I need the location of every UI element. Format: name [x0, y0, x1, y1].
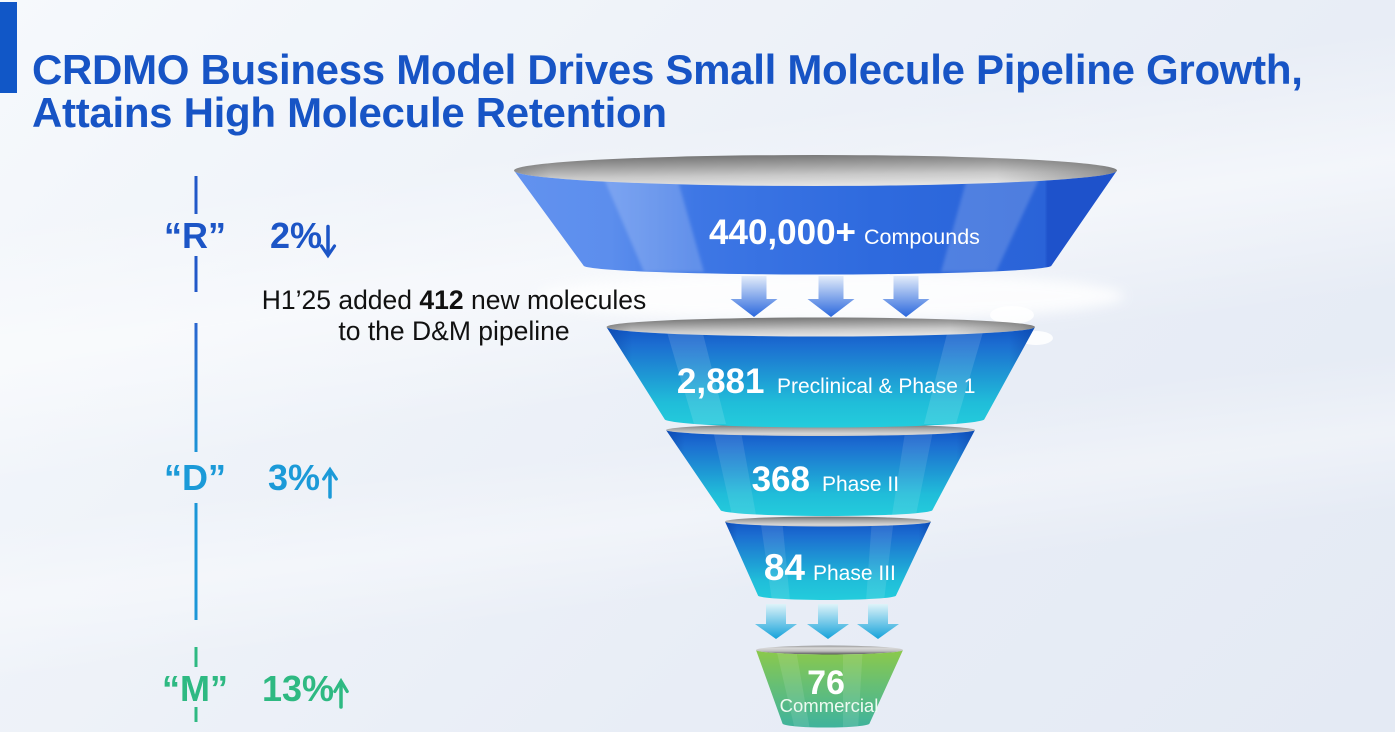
svg-text:Phase III: Phase III	[813, 562, 896, 585]
svg-text:440,000+: 440,000+	[709, 213, 856, 252]
svg-text:Compounds: Compounds	[864, 225, 980, 249]
svg-text:368: 368	[752, 460, 810, 499]
svg-text:84: 84	[764, 547, 806, 588]
svg-text:Commercial: Commercial	[780, 695, 879, 716]
svg-text:Preclinical & Phase 1: Preclinical & Phase 1	[777, 375, 975, 398]
svg-text:2,881: 2,881	[677, 362, 765, 401]
svg-text:Phase II: Phase II	[822, 473, 899, 496]
svg-text:76: 76	[807, 664, 845, 702]
